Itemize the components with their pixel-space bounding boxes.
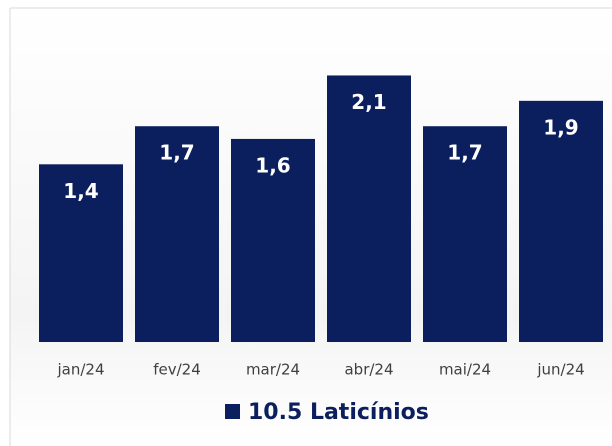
bar (327, 75, 411, 342)
x-tick-label: mar/24 (246, 361, 300, 379)
data-label: 2,1 (351, 90, 386, 114)
bar (423, 126, 507, 342)
x-tick-label: abr/24 (344, 361, 393, 379)
data-label: 1,7 (447, 141, 482, 165)
bars: 1,4 jan/24 1,7 fev/24 1,6 mar/24 2,1 abr/24 1,7 m… (39, 75, 603, 379)
x-tick-label: jan/24 (56, 361, 104, 379)
x-tick-label: fev/24 (153, 361, 201, 379)
x-tick-label: jun/24 (536, 361, 584, 379)
data-label: 1,4 (63, 179, 98, 203)
bar (39, 164, 123, 342)
bar (135, 126, 219, 342)
bar (519, 100, 603, 342)
data-label: 1,6 (255, 153, 290, 177)
legend-label: 10.5 Laticínios (248, 400, 429, 425)
data-label: 1,9 (543, 115, 578, 139)
bar (231, 138, 315, 342)
data-label: 1,7 (159, 141, 194, 165)
legend-swatch (225, 404, 240, 419)
x-tick-label: mai/24 (439, 361, 491, 379)
